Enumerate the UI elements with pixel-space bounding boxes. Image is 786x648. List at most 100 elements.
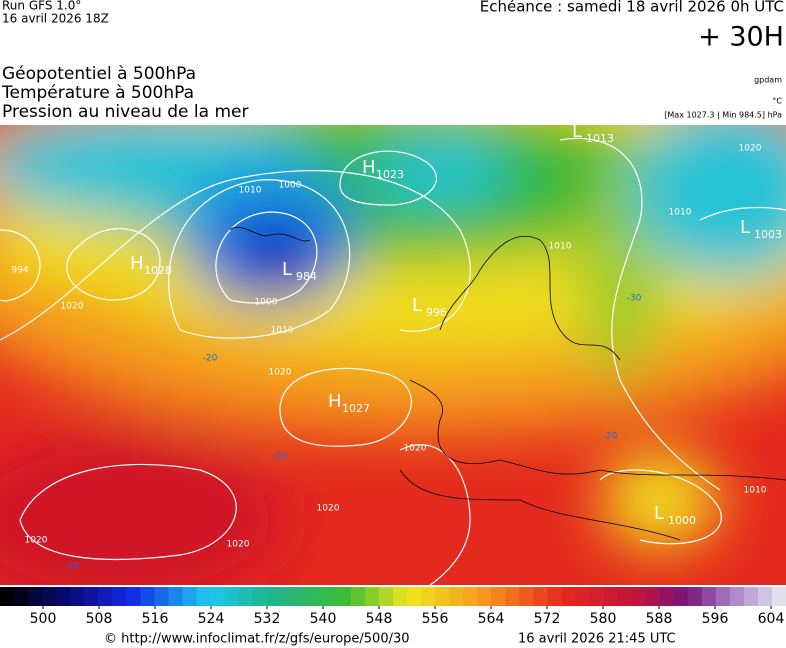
pressure-center-type: L	[654, 503, 664, 524]
colorbar-swatch	[56, 587, 71, 606]
colorbar-swatch	[505, 587, 520, 606]
colorbar-swatch	[673, 587, 689, 606]
colorbar-swatch	[294, 587, 310, 606]
colorbar-swatch	[196, 587, 212, 606]
temperature-label: -20	[203, 354, 218, 364]
pressure-center-value: 1013	[586, 132, 614, 145]
colorbar-swatch	[701, 587, 717, 606]
colorbar-swatch	[112, 587, 127, 606]
temperature-label: -20	[273, 452, 288, 462]
unit: °C	[772, 97, 782, 106]
colorbar-swatch	[98, 587, 113, 606]
field	[0, 125, 786, 585]
valid-time: Echéance : samedi 18 avril 2026 0h UTC	[480, 0, 784, 16]
colorbar-swatch	[421, 587, 436, 606]
colorbar-swatch	[463, 587, 478, 606]
colorbar-tick-label: 604	[758, 611, 785, 627]
colorbar-swatch	[280, 587, 296, 606]
field-name: Pression au niveau de la mer	[2, 102, 248, 122]
isobars	[0, 137, 786, 585]
isobar-label: 1020	[739, 144, 762, 154]
colorbar-swatch	[14, 587, 29, 606]
lead-time: + 30H	[698, 22, 784, 53]
colorbar-swatch	[435, 587, 450, 606]
isobar-label: 1000	[279, 181, 302, 191]
pressure-center-value: 1000	[668, 514, 696, 527]
colorbar-swatch	[645, 587, 661, 606]
colorbar-swatch	[631, 587, 647, 606]
colorbar-swatch	[308, 587, 324, 606]
colorbar-swatch	[533, 587, 548, 606]
colorbar-swatch	[715, 587, 731, 606]
unit: gpdam	[754, 76, 782, 85]
colorbar-swatch	[519, 587, 534, 606]
colorbar-swatch	[322, 587, 338, 606]
colorbar-tick-label: 564	[478, 611, 505, 627]
colorbar-swatch	[84, 587, 99, 606]
colorbar-swatch	[561, 587, 576, 606]
colorbar-swatch	[617, 587, 633, 606]
colorbar-swatch	[126, 587, 141, 606]
isobar-label: 1010	[669, 208, 692, 218]
pressure-center-type: L	[572, 121, 582, 142]
colorbar-tick-label: 580	[590, 611, 617, 627]
pressure-center-type: L	[412, 295, 422, 316]
colorbar-swatch	[336, 587, 352, 606]
temperature-label: -20	[65, 562, 80, 572]
colorbar-swatch	[378, 587, 394, 606]
colorbar-swatch	[687, 587, 703, 606]
pressure-center-value: 1028	[144, 264, 172, 277]
colorbar-tick-label: 540	[310, 611, 337, 627]
colorbar-tick-label: 596	[702, 611, 729, 627]
colorbar-swatch	[491, 587, 506, 606]
isobar-label: 1020	[61, 302, 84, 312]
pressure-center-value: 1027	[342, 402, 370, 415]
isobar-label: 1010	[744, 486, 767, 496]
colorbar-swatch	[182, 587, 197, 606]
colorbar-swatch	[140, 587, 155, 606]
colorbar-tick-label: 516	[142, 611, 169, 627]
colorbar-swatch	[393, 587, 408, 606]
colorbar-swatch	[238, 587, 254, 606]
colorbar-swatch	[407, 587, 422, 606]
run-time: 16 avril 2026 18Z	[2, 12, 109, 26]
field-name: Température à 500hPa	[1, 83, 194, 103]
colorbar-swatch	[252, 587, 268, 606]
colorbar-swatch	[603, 587, 619, 606]
footer-url: © http://www.infoclimat.fr/z/gfs/europe/…	[104, 632, 410, 647]
colorbar-swatch	[266, 587, 282, 606]
pressure-center-value: 1003	[754, 228, 782, 241]
colorbar-swatch	[210, 587, 226, 606]
temperature-label: -20	[603, 432, 618, 442]
colorbar-swatch	[42, 587, 57, 606]
isobar-label: 1010	[271, 326, 294, 336]
isobar-label: 1020	[317, 504, 340, 514]
colorbar-swatch	[659, 587, 675, 606]
colorbar-swatch	[449, 587, 464, 606]
colorbar-tick-label: 572	[534, 611, 561, 627]
colorbar-swatch	[729, 587, 745, 606]
footer-date: 16 avril 2026 21:45 UTC	[518, 632, 676, 647]
isobar-label: 1020	[404, 444, 427, 454]
pressure-center-type: L	[282, 259, 292, 280]
temperature-label: -30	[627, 294, 642, 304]
colorbar-tick-label: 548	[366, 611, 393, 627]
pressure-center-type: H	[130, 253, 144, 274]
colorbar-swatch	[70, 587, 85, 606]
colorbar-tick-label: 532	[254, 611, 281, 627]
colorbar-tick-label: 508	[86, 611, 113, 627]
colorbar-swatch	[589, 587, 605, 606]
isobar-label: 1010	[549, 242, 572, 252]
colorbar-swatch	[547, 587, 562, 606]
colorbar-swatch	[771, 587, 786, 606]
pressure-center-type: H	[328, 391, 342, 412]
colorbar-swatch	[743, 587, 759, 606]
colorbar-swatch	[477, 587, 492, 606]
colorbar-tick-label: 556	[422, 611, 449, 627]
isobar-label: 1020	[25, 536, 48, 546]
colorbar-swatch	[350, 587, 366, 606]
pressure-center-type: L	[740, 217, 750, 238]
isobar-label: 1000	[255, 298, 278, 308]
